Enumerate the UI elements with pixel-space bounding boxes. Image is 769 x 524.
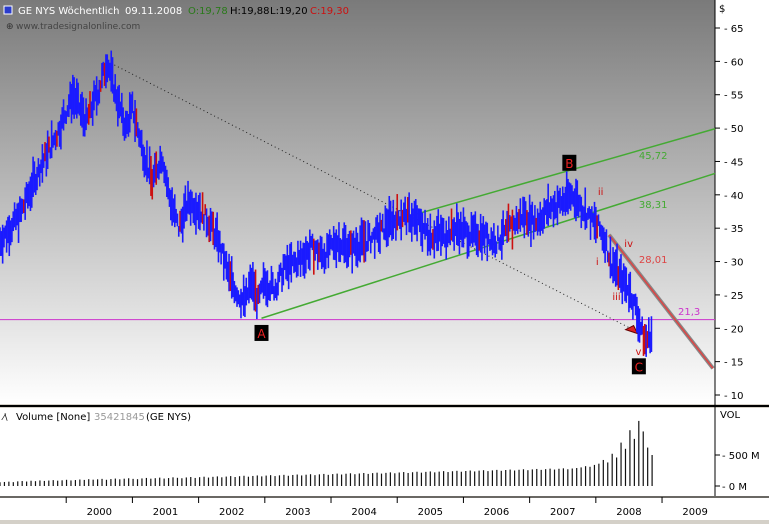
wave-label-b-box [562, 154, 577, 171]
price-tick-label-50: - 50 [724, 124, 744, 135]
price-tick-label-35: - 35 [724, 224, 744, 235]
price-tick-label-15: - 15 [724, 358, 744, 369]
level-label-upper: 45,72 [639, 151, 668, 162]
wave-label-iii: iii [612, 292, 620, 303]
time-tick-label-2002: 2002 [219, 507, 244, 518]
price-panel [0, 0, 715, 404]
volume-value: 35421845 [94, 412, 145, 423]
level-label-lower: 38,31 [639, 200, 668, 211]
time-tick-label-2008: 2008 [616, 507, 641, 518]
header-high: H:19,88 [230, 6, 270, 17]
volume-icon: ⁄\ [1, 413, 9, 423]
wave-label-ii: ii [598, 187, 604, 198]
price-tick-label-40: - 40 [724, 191, 744, 202]
channel-lower-line [261, 172, 716, 319]
price-tick-label-30: - 30 [724, 258, 744, 269]
header-low: L:19,20 [270, 6, 308, 17]
time-tick-label-2006: 2006 [484, 507, 509, 518]
volume-symbol: (GE NYS) [146, 412, 191, 423]
symbol-label: GE NYS Wöchentlich [18, 6, 119, 17]
price-tick-label-65: - 65 [724, 24, 744, 35]
price-tick-label-45: - 45 [724, 157, 744, 168]
volume-tick-label-500: - 500 M [722, 451, 760, 462]
wave-label-top-i: i [103, 63, 106, 74]
level-label-fall: 28,01 [639, 255, 668, 266]
price-tick-label-60: - 60 [724, 57, 744, 68]
watermark-text: www.tradesignalonline.com [16, 22, 140, 32]
header-open: O:19,78 [188, 6, 228, 17]
time-axis-panel [0, 498, 769, 520]
watermark-icon: ⊕ [6, 22, 14, 32]
volume-tick-label-0: - 0 M [722, 482, 747, 493]
time-tick-label-2001: 2001 [153, 507, 178, 518]
fall-line [608, 234, 714, 369]
symbol-icon [3, 5, 13, 15]
volume-panel [0, 408, 715, 496]
time-tick-label-2009: 2009 [682, 507, 707, 518]
wave-label-a: A [257, 327, 266, 341]
wave-label-v: v [636, 347, 642, 358]
time-tick-label-2007: 2007 [550, 507, 575, 518]
arrow-marker-icon [624, 324, 639, 335]
header-close: C:19,30 [310, 6, 349, 17]
time-tick-label-2004: 2004 [351, 507, 376, 518]
volume-axis-panel [715, 408, 769, 496]
volume-title: Volume [None] [16, 412, 90, 423]
wave-label-c-box [631, 358, 646, 375]
wave-label-iv: iv [624, 239, 633, 250]
currency-label: $ [719, 4, 725, 15]
level-label-horizontal: 21,3 [678, 307, 700, 318]
price-tick-label-55: - 55 [724, 91, 744, 102]
wave-label-a-box [254, 324, 269, 341]
price-axis-panel [715, 0, 769, 404]
wave-label-c: C [635, 360, 643, 374]
channel-upper-line [390, 128, 716, 223]
price-tick-label-20: - 20 [724, 324, 744, 335]
header-date: 09.11.2008 [125, 6, 182, 17]
time-tick-label-2000: 2000 [87, 507, 112, 518]
time-tick-label-2005: 2005 [418, 507, 443, 518]
time-tick-label-2003: 2003 [285, 507, 310, 518]
price-tick-label-25: - 25 [724, 291, 744, 302]
volume-axis-title: VOL [720, 410, 741, 421]
wave-label-b: B [565, 157, 573, 171]
wave-label-i: i [596, 257, 599, 268]
price-tick-label-10: - 10 [724, 391, 744, 402]
